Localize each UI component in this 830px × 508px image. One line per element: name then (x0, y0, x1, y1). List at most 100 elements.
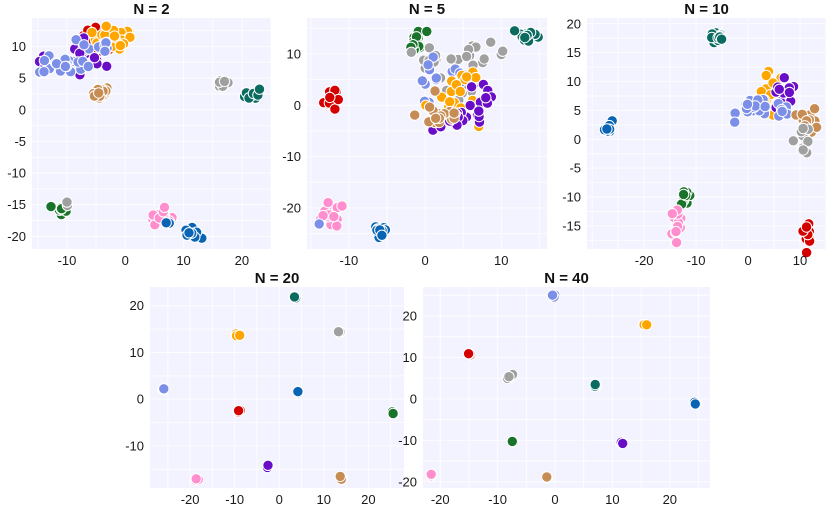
data-point-teal (519, 31, 531, 44)
data-point-orange (114, 39, 127, 52)
x-tick-label: 0 (276, 492, 283, 507)
data-point-darkgreen (421, 25, 433, 38)
y-tick-label: -5 (569, 161, 581, 176)
data-point-red (232, 405, 245, 417)
y-tick-label: 20 (130, 298, 144, 313)
data-point-gray (797, 144, 809, 156)
data-point-red (800, 246, 813, 259)
data-point-gray (460, 50, 473, 63)
y-tick-label: 0 (137, 392, 144, 407)
data-point-teal (508, 25, 521, 37)
x-tick-label: 20 (235, 253, 249, 268)
y-tick-label: 0 (574, 132, 581, 147)
data-point-purple (262, 459, 274, 471)
x-tick-label: -10 (225, 492, 244, 507)
y-tick-label: 10 (567, 74, 581, 89)
x-tick-label: -10 (58, 253, 77, 268)
data-point-purple (465, 81, 478, 93)
x-tick-label: -20 (635, 253, 654, 268)
subplot-title: N = 2 (133, 1, 169, 18)
data-point-purple (778, 72, 790, 84)
subplot-title: N = 10 (684, 1, 729, 18)
x-tick-label: 0 (122, 253, 129, 268)
data-point-purple (473, 105, 485, 117)
y-tick-label: 0 (19, 102, 26, 117)
data-point-orange (234, 329, 246, 341)
x-tick-label: 10 (317, 492, 331, 507)
subplot-title: N = 20 (255, 270, 300, 287)
data-point-blue (601, 123, 613, 135)
data-point-tan (430, 112, 442, 125)
y-tick-label: 20 (403, 309, 417, 324)
data-point-purple (464, 99, 476, 112)
data-point-tan (409, 109, 421, 121)
data-point-lavender (430, 72, 442, 84)
x-tick-label: 20 (361, 492, 375, 507)
y-tick-label: 10 (403, 350, 417, 365)
data-point-pink (336, 200, 348, 212)
data-point-gray (797, 122, 809, 135)
data-point-red (329, 103, 341, 115)
data-point-darkgreen (45, 200, 57, 213)
y-tick-label: -20 (7, 229, 26, 244)
data-point-lavender (38, 54, 51, 67)
data-point-tan (93, 87, 105, 99)
y-tick-label: -15 (562, 218, 581, 233)
data-point-red (800, 221, 813, 233)
y-tick-label: -10 (562, 190, 581, 205)
x-tick-label: -20 (431, 492, 450, 507)
data-point-pink (322, 196, 334, 209)
data-point-darkgreen (387, 407, 399, 420)
data-point-gray (478, 53, 490, 65)
y-tick-label: -10 (398, 433, 417, 448)
data-point-gray (332, 326, 345, 338)
subplot-title: N = 5 (409, 1, 445, 18)
data-point-gray (787, 135, 799, 147)
data-point-tan (448, 107, 460, 119)
plot-area (150, 287, 404, 488)
subplot-5: -20 -10 0 10 20 -20 -10 0 10 20 N = 40 (398, 270, 710, 507)
data-point-teal (253, 83, 266, 95)
subplot-title: N = 40 (544, 270, 589, 287)
data-point-lavender (741, 98, 754, 111)
data-point-purple (773, 83, 785, 96)
x-tick-label: -20 (181, 492, 200, 507)
x-tick-label: 10 (494, 253, 508, 268)
data-point-tan (423, 101, 436, 113)
data-point-lavender (313, 218, 325, 230)
data-point-pink (670, 225, 682, 238)
data-point-gray (61, 196, 73, 208)
data-point-red (462, 348, 475, 360)
data-point-tan (808, 103, 821, 115)
data-point-blue (376, 229, 388, 242)
data-point-lavender (416, 75, 428, 87)
y-tick-label: 5 (19, 71, 26, 86)
data-point-lavender (38, 66, 50, 78)
data-point-lavender (546, 289, 559, 301)
data-point-gray (503, 371, 515, 383)
x-tick-label: 0 (421, 253, 428, 268)
data-point-purple (101, 60, 113, 73)
data-point-blue (689, 398, 701, 410)
data-point-tan (334, 470, 346, 483)
y-tick-label: -20 (398, 474, 417, 489)
data-point-lavender (82, 60, 95, 73)
y-tick-label: -10 (125, 438, 144, 453)
x-tick-label: 10 (605, 492, 619, 507)
data-point-lavender (99, 45, 111, 57)
data-point-gray (497, 45, 509, 57)
y-tick-label: -5 (14, 134, 26, 149)
x-tick-label: 0 (744, 253, 751, 268)
data-point-orange (760, 69, 772, 82)
x-tick-label: 0 (551, 492, 558, 507)
y-tick-label: 0 (294, 98, 301, 113)
data-point-darkgreen (506, 435, 518, 448)
y-tick-label: 10 (130, 345, 144, 360)
data-point-purple (617, 437, 629, 450)
data-point-blue (292, 385, 304, 398)
data-point-gray (405, 46, 417, 58)
subplot-3: -20 -10 0 10 -15 -10 -5 0 5 10 15 20 N = 10 (562, 1, 827, 268)
data-point-lavender (158, 383, 170, 395)
plot-area (423, 287, 710, 488)
